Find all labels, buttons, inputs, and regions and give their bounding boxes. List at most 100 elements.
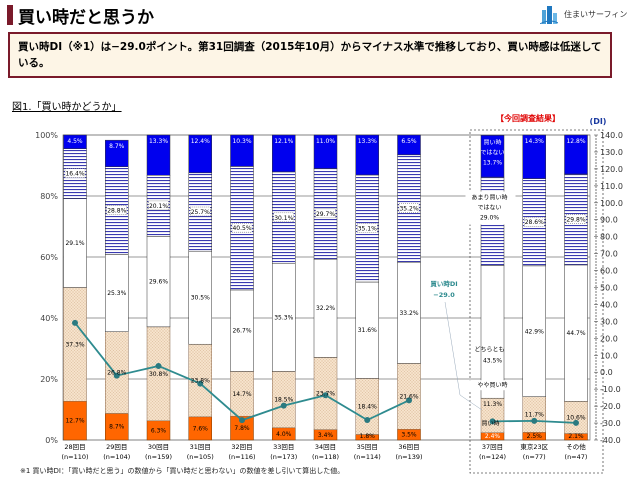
value-label: 2.1% <box>568 433 584 440</box>
bar-segment <box>313 134 338 169</box>
bar-segment <box>522 134 546 179</box>
category-n-label: (n=77) <box>523 453 546 461</box>
bar-segment <box>105 139 129 167</box>
bar-segment <box>480 265 505 399</box>
value-label: 25.3% <box>107 290 126 297</box>
value-label: 26.7% <box>232 328 251 335</box>
value-label: 42.9% <box>525 328 544 335</box>
bar-segment <box>564 134 588 175</box>
value-label: 20.1% <box>149 203 168 210</box>
y-right-tick-label: 120.0 <box>600 165 623 174</box>
figure-title: 図1.「買い時かどうか」 <box>12 102 122 113</box>
page-title: 買い時だと思うか <box>18 8 154 28</box>
value-label: 7.8% <box>234 425 250 432</box>
value-label: 11.0% <box>316 138 335 145</box>
y-left-tick-label: 60% <box>40 253 58 262</box>
y-right-tick-label: 60.0 <box>600 267 618 276</box>
di-callout-value: −29.0 <box>433 291 455 299</box>
category-n-label: (n=47) <box>565 453 588 461</box>
value-label: 13.7% <box>483 159 502 166</box>
value-label: 11.7% <box>525 412 544 419</box>
y-right-tick-label: 50.0 <box>600 284 618 293</box>
value-label: 29.6% <box>149 279 168 286</box>
di-point <box>280 402 287 409</box>
value-label: 37.3% <box>65 341 84 348</box>
di-point <box>322 392 329 399</box>
y-right-tick-label: 110.0 <box>600 182 623 191</box>
bar-segment <box>480 135 505 178</box>
label-background <box>273 212 294 223</box>
bar-segment <box>272 134 296 173</box>
bar-segment <box>397 134 421 156</box>
value-label: 23.7% <box>316 390 335 397</box>
label-background <box>465 191 516 225</box>
y-right-tick-label: -20.0 <box>600 402 621 411</box>
annotation-label: どちらとも <box>474 346 504 354</box>
annotation-label: あまり買い時 <box>471 194 507 202</box>
category-label: 29回目 <box>106 443 127 451</box>
value-label: 14.7% <box>232 391 251 398</box>
category-n-label: (n=139) <box>395 453 422 461</box>
value-label: 21.6% <box>399 393 418 400</box>
current-survey-box <box>469 129 604 474</box>
bar-segment <box>355 134 379 176</box>
category-label: 37回目 <box>482 443 503 451</box>
value-label: 35.1% <box>358 225 377 232</box>
value-label: 33.2% <box>399 310 418 317</box>
value-label: 29.7% <box>316 211 335 218</box>
y-left-tick-label: 20% <box>40 375 58 384</box>
category-label: 28回目 <box>64 443 85 451</box>
category-n-label: (n=104) <box>103 453 130 461</box>
value-label: 12.8% <box>566 138 585 145</box>
y-right-tick-label: 100.0 <box>600 199 623 208</box>
di-point <box>489 418 496 425</box>
value-label: 11.3% <box>483 401 502 408</box>
label-background <box>357 223 378 233</box>
value-label: 29.8% <box>566 216 585 223</box>
value-label: 43.5% <box>483 358 502 365</box>
di-callout: 買い時DI <box>430 279 457 288</box>
label-background <box>465 380 516 391</box>
value-label: 40.5% <box>232 225 251 232</box>
label-background <box>106 205 127 215</box>
bar-segment <box>230 134 254 167</box>
value-label: 25.7% <box>191 209 210 216</box>
annotation-label: 買い時 <box>483 138 501 146</box>
di-point <box>239 417 245 424</box>
value-label: 4.5% <box>67 138 83 145</box>
label-background <box>565 214 587 224</box>
value-label: 28.6% <box>525 219 544 226</box>
callout-leader <box>444 301 483 411</box>
value-label: 10.6% <box>566 414 585 421</box>
category-label: 35回目 <box>357 443 378 451</box>
label-background <box>524 217 545 227</box>
value-label: 8.7% <box>109 424 125 431</box>
label-background <box>64 168 86 178</box>
category-n-label: (n=159) <box>145 453 172 461</box>
bar-segment <box>63 134 87 149</box>
y-right-tick-label: -10.0 <box>600 385 621 394</box>
label-background <box>398 203 420 213</box>
y-right-axis-label: (DI) <box>590 117 607 126</box>
value-label: 23.8% <box>191 378 210 385</box>
category-n-label: (n=124) <box>479 453 506 461</box>
value-label: 12.1% <box>274 138 293 145</box>
y-right-tick-label: 140.0 <box>600 131 623 140</box>
annotation-label: やや買い時 <box>477 381 507 389</box>
y-left-tick-label: 80% <box>40 192 58 201</box>
category-label: 36回目 <box>398 443 419 451</box>
di-point <box>155 362 162 369</box>
y-left-tick-label: 0% <box>45 436 58 445</box>
di-point <box>197 380 204 387</box>
value-label: 3.4% <box>318 432 334 439</box>
value-label: 3.5% <box>401 432 417 439</box>
category-n-label: (n=116) <box>228 453 255 461</box>
di-point <box>113 372 120 379</box>
value-label: 7.6% <box>193 425 209 432</box>
bar-segment <box>188 134 212 174</box>
y-right-tick-label: 20.0 <box>600 334 618 343</box>
value-label: 12.4% <box>191 138 210 145</box>
category-n-label: (n=118) <box>312 453 339 461</box>
category-label: 東京23区 <box>520 442 548 451</box>
